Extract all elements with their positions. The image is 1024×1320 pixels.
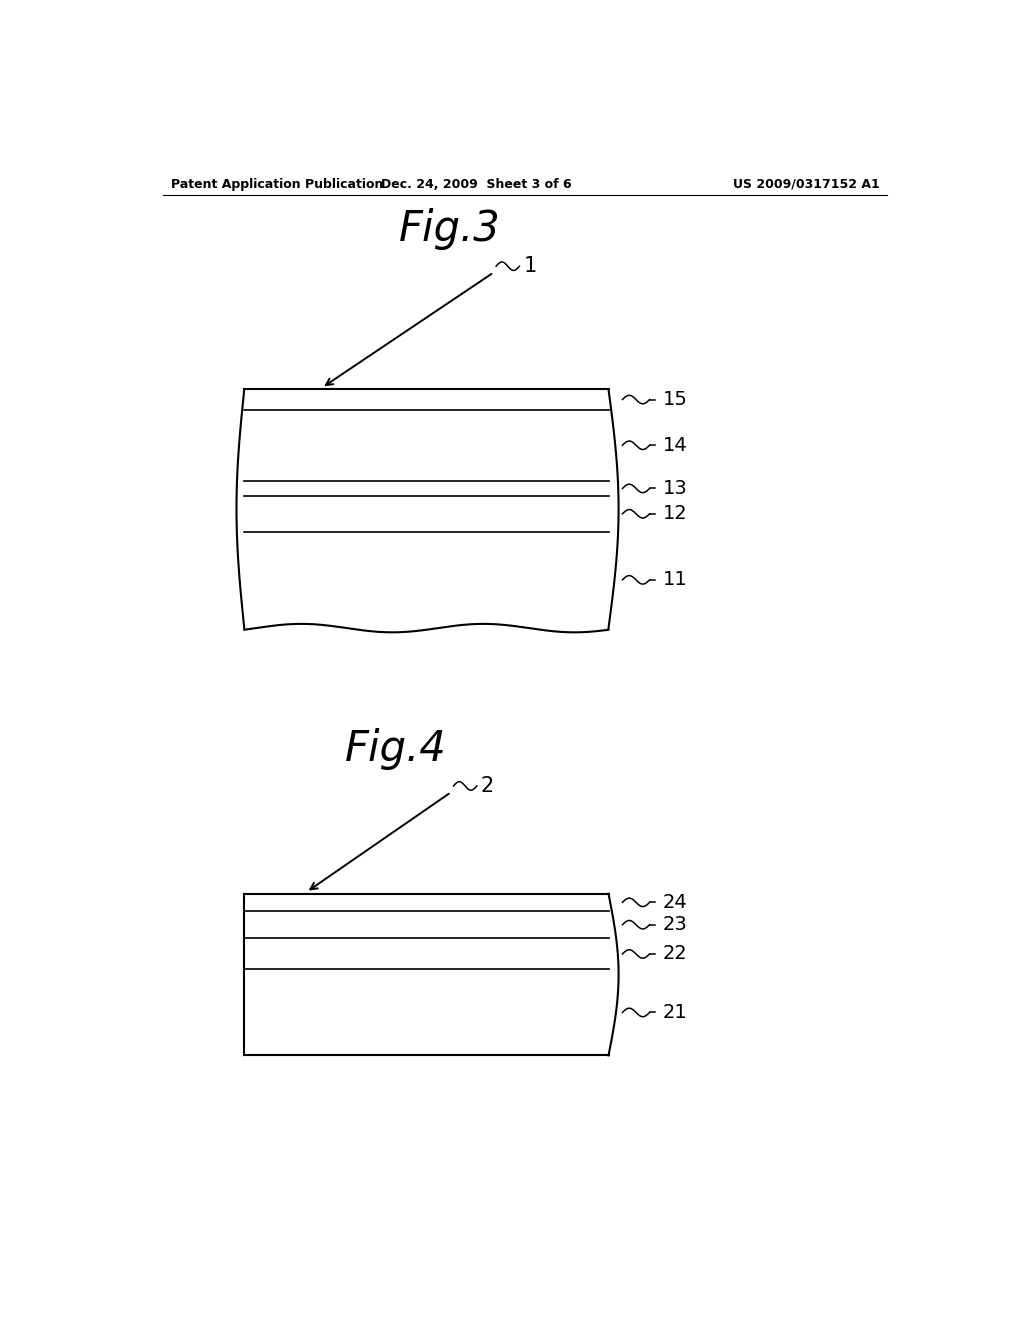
Text: 13: 13 bbox=[663, 479, 687, 498]
Text: Dec. 24, 2009  Sheet 3 of 6: Dec. 24, 2009 Sheet 3 of 6 bbox=[381, 178, 572, 190]
Text: 11: 11 bbox=[663, 570, 687, 589]
Polygon shape bbox=[245, 969, 608, 1056]
Text: 24: 24 bbox=[663, 892, 687, 912]
Text: Fig.3: Fig.3 bbox=[399, 209, 501, 251]
Polygon shape bbox=[245, 939, 608, 969]
Text: 22: 22 bbox=[663, 944, 687, 964]
Polygon shape bbox=[245, 532, 608, 628]
Polygon shape bbox=[245, 389, 608, 409]
Polygon shape bbox=[245, 894, 608, 911]
Text: 21: 21 bbox=[663, 1003, 687, 1022]
Text: US 2009/0317152 A1: US 2009/0317152 A1 bbox=[733, 178, 880, 190]
Polygon shape bbox=[245, 409, 608, 480]
Polygon shape bbox=[245, 496, 608, 532]
Text: 15: 15 bbox=[663, 389, 688, 409]
Polygon shape bbox=[245, 911, 608, 939]
Text: Fig.4: Fig.4 bbox=[345, 729, 446, 770]
Text: 1: 1 bbox=[523, 256, 537, 276]
Text: 2: 2 bbox=[480, 776, 494, 796]
Text: 14: 14 bbox=[663, 436, 687, 455]
Text: 23: 23 bbox=[663, 915, 687, 935]
Text: 12: 12 bbox=[663, 504, 687, 523]
Text: Patent Application Publication: Patent Application Publication bbox=[171, 178, 383, 190]
Polygon shape bbox=[245, 480, 608, 496]
